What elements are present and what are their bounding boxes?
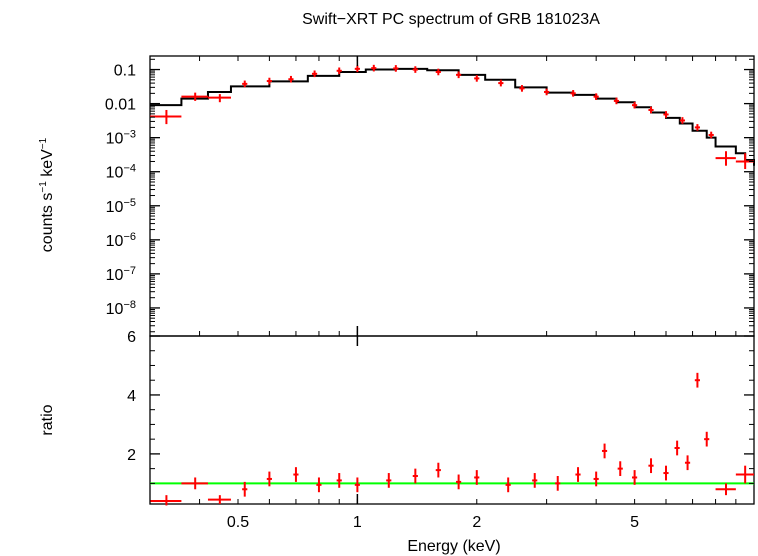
ratio-data-point (684, 455, 691, 471)
spectrum-data-point (412, 66, 418, 73)
spectrum-panel: 0.1 0.01 10−3 10−4 10−5 10−6 10−7 10−8 counts s… (38, 55, 755, 346)
spectrum-data-point (181, 92, 208, 101)
ratio-data-point (593, 471, 599, 487)
spectrum-data-point (715, 151, 736, 166)
ratio-data-layer (150, 372, 754, 506)
x-tick-label: 0.5 (227, 514, 249, 531)
ratio-plot-frame (149, 335, 755, 505)
ratio-data-point (266, 471, 272, 487)
spectrum-data-point (371, 64, 377, 72)
y-tick-label: 2 (127, 447, 136, 464)
spectrum-data-point (694, 124, 700, 131)
spectrum-data-point (311, 70, 318, 78)
ratio-data-point (715, 483, 736, 496)
spectrum-data-point (679, 117, 685, 124)
spectrum-data-point (632, 101, 638, 109)
ratio-data-point (632, 470, 638, 485)
ratio-data-point (532, 473, 538, 488)
ratio-data-point (456, 474, 462, 490)
chart-title: Swift−XRT PC spectrum of GRB 181023A (302, 11, 600, 28)
ratio-data-point (386, 473, 392, 488)
spectrum-data-point (474, 75, 480, 82)
ratio-data-point (555, 476, 561, 491)
y-tick-label: 10−3 (106, 129, 136, 148)
spectrum-data-point (354, 65, 360, 73)
ratio-data-point (735, 465, 754, 484)
spectrum-data-layer (150, 64, 754, 170)
ratio-x-tick-labels: 0.5 1 2 5 (227, 514, 639, 531)
x-axis-label: Energy (keV) (407, 538, 500, 555)
ratio-data-point (648, 458, 654, 474)
ratio-data-point (336, 473, 342, 488)
ylabel-mid: keV (39, 149, 56, 181)
ratio-data-point (694, 372, 700, 388)
spectrum-data-point (207, 94, 231, 103)
ratio-data-point (207, 495, 231, 504)
spectrum-data-point (593, 93, 599, 100)
spectrum-ticks (149, 56, 755, 346)
y-tick-label: 0.01 (105, 97, 136, 114)
ratio-y-axis-label: ratio (39, 404, 56, 435)
ylabel-sup1: −1 (38, 181, 49, 193)
spectrum-data-point (708, 131, 714, 139)
ratio-data-point (150, 495, 182, 506)
ratio-data-point (674, 440, 680, 456)
spectrum-plot-frame (149, 55, 755, 337)
ratio-data-point (505, 477, 511, 493)
ratio-y-tick-labels: 2 4 6 (127, 329, 136, 464)
ratio-data-point (293, 467, 299, 482)
y-tick-label: 10−4 (106, 163, 136, 182)
spectrum-model-layer (150, 67, 755, 166)
spectrum-data-point (456, 71, 462, 79)
ratio-data-point (617, 461, 623, 476)
ratio-data-point (575, 467, 581, 482)
spectrum-data-point (336, 67, 342, 75)
x-tick-label: 5 (630, 514, 639, 531)
spectrum-data-point (663, 111, 669, 118)
ratio-data-point (181, 477, 208, 490)
spectrum-data-point (242, 80, 248, 88)
spectrum-data-point (150, 109, 182, 125)
spectrum-data-point (266, 77, 272, 85)
ratio-panel: 2 4 6 0.5 1 2 5 ratio Energy (keV) (39, 329, 755, 555)
model-step-line (150, 67, 755, 166)
spectrum-data-point (613, 97, 620, 105)
ratio-data-point (601, 443, 608, 459)
x-tick-label: 2 (472, 514, 481, 531)
spectrum-y-axis-label: counts s−1 keV−1 (38, 137, 56, 252)
spectrum-data-point (393, 65, 399, 72)
spectrum-y-tick-labels: 0.1 0.01 10−3 10−4 10−5 10−6 10−7 10−8 (105, 63, 136, 318)
y-tick-label: 10−8 (106, 299, 136, 318)
spectrum-data-point (544, 88, 550, 96)
spectrum-data-point (435, 68, 441, 76)
y-tick-label: 10−7 (106, 265, 136, 284)
ratio-data-point (474, 470, 480, 485)
y-tick-label: 0.1 (114, 63, 136, 80)
ratio-data-point (663, 465, 669, 481)
x-tick-label: 1 (353, 514, 362, 531)
ratio-data-point (435, 462, 441, 478)
ratio-data-point (316, 477, 322, 493)
y-tick-label: 10−6 (106, 231, 136, 250)
ratio-data-point (704, 431, 710, 447)
spectrum-data-point (498, 79, 504, 87)
ratio-data-point (412, 468, 418, 484)
spectrum-data-point (648, 106, 654, 114)
y-tick-label: 10−5 (106, 197, 136, 216)
y-tick-label: 4 (127, 388, 136, 405)
spectrum-data-point (519, 85, 525, 92)
ylabel-main: counts s (39, 193, 56, 253)
ratio-data-point (354, 477, 360, 493)
spectrum-data-point (570, 90, 576, 97)
y-tick-label: 6 (127, 329, 136, 346)
ylabel-sup2: −1 (38, 137, 49, 149)
ratio-ticks (149, 335, 755, 504)
ratio-data-point (242, 481, 248, 497)
spectrum-data-point (288, 75, 294, 83)
